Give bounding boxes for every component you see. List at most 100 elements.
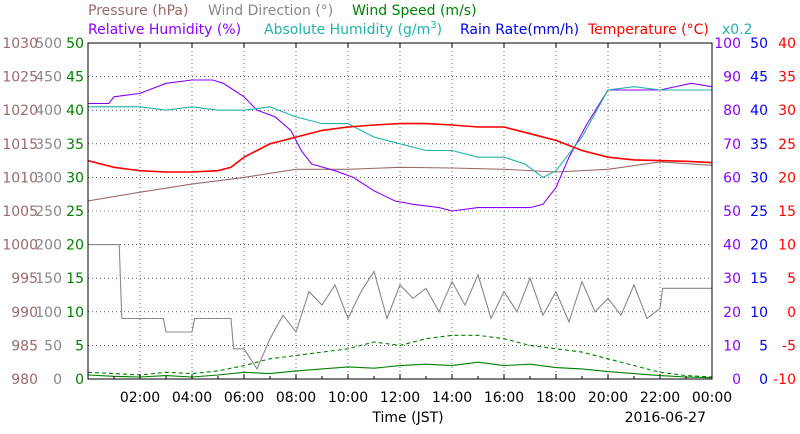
axis-tick-label: 25: [750, 204, 768, 220]
legend-scale-note: x0.2: [722, 22, 753, 38]
x-tick-label: 20:00: [588, 390, 628, 406]
axis-tick-label: 50: [66, 36, 84, 52]
legend-absolute-humidity: Absolute Humidity (g/m3): [264, 20, 442, 38]
axis-tick-label: 15: [778, 204, 796, 220]
axis-tick-label: 200: [35, 238, 62, 254]
axis-tick-label: 40: [723, 238, 741, 254]
legend-wind-speed: Wind Speed (m/s): [352, 3, 477, 19]
axis-tick-label: 10: [778, 238, 796, 254]
axis-tick-label: 10: [66, 305, 84, 321]
x-tick-label: 08:00: [276, 390, 316, 406]
axis-tick-label: 250: [35, 204, 62, 220]
legend-relative-humidity: Relative Humidity (%): [88, 22, 241, 38]
axis-tick-label: 1015: [2, 137, 38, 153]
axis-tick-label: 90: [723, 70, 741, 86]
axis-tick-label: 5: [759, 338, 768, 354]
series-7: [87, 122, 713, 173]
axis-tick-label: 30: [778, 103, 796, 119]
axis-tick-label: 40: [778, 36, 796, 52]
axis-tick-label: 150: [35, 271, 62, 287]
legend-row-2: Relative Humidity (%) Absolute Humidity …: [88, 20, 753, 38]
series-4: [88, 79, 713, 212]
x-tick-label: 02:00: [120, 390, 160, 406]
axis-tick-label: 60: [723, 170, 741, 186]
axis-tick-label: 35: [778, 70, 796, 86]
x-tick-label: 06:00: [224, 390, 264, 406]
axis-tick-label: 1025: [2, 70, 38, 86]
x-tick-label: 14:00: [432, 390, 472, 406]
right-axes: 1009080706050403020100504540353025201510…: [714, 36, 796, 388]
series-lines: [87, 79, 713, 380]
axis-tick-label: 0: [53, 372, 62, 388]
x-tick-label: 04:00: [172, 390, 212, 406]
x-tick-label: 22:00: [640, 390, 680, 406]
axis-tick-label: 15: [66, 271, 84, 287]
axis-tick-label: 5: [75, 338, 84, 354]
axis-tick-label: 40: [750, 103, 768, 119]
axis-tick-label: 500: [35, 36, 62, 52]
axis-tick-label: 0: [759, 372, 768, 388]
axis-tick-label: 10: [750, 305, 768, 321]
x-tick-label: 16:00: [484, 390, 524, 406]
axis-tick-label: 1005: [2, 204, 38, 220]
axis-tick-label: 990: [11, 305, 38, 321]
left-axes: 1030102510201015101010051000995990985980…: [2, 36, 84, 388]
axis-tick-label: -5: [782, 338, 796, 354]
axis-tick-label: 980: [11, 372, 38, 388]
axis-tick-label: 995: [11, 271, 38, 287]
legend-row-1: Pressure (hPa) Wind Direction (°) Wind S…: [88, 3, 477, 19]
axis-tick-label: 30: [750, 170, 768, 186]
legend-rain-rate: Rain Rate(mm/h): [460, 22, 579, 38]
axis-tick-label: 35: [66, 137, 84, 153]
axis-tick-label: 80: [723, 103, 741, 119]
legend-absolute-humidity-sup: 3: [430, 20, 436, 31]
axis-tick-label: 985: [11, 338, 38, 354]
axis-tick-label: 30: [66, 170, 84, 186]
axis-tick-label: 0: [75, 372, 84, 388]
axis-tick-label: 45: [750, 70, 768, 86]
axis-tick-label: 1010: [2, 170, 38, 186]
x-tick-label: 10:00: [328, 390, 368, 406]
axis-tick-label: -10: [773, 372, 796, 388]
axis-tick-label: 1030: [2, 36, 38, 52]
axis-tick-label: 0: [732, 372, 741, 388]
series-0: [87, 161, 713, 202]
axis-tick-label: 25: [66, 204, 84, 220]
axis-tick-label: 20: [750, 238, 768, 254]
axis-tick-label: 0: [787, 305, 796, 321]
axis-tick-label: 1020: [2, 103, 38, 119]
legend-absolute-humidity-tail: ): [437, 22, 442, 38]
axis-tick-label: 50: [750, 36, 768, 52]
axis-tick-label: 100: [714, 36, 741, 52]
chart-date: 2016-06-27: [625, 410, 706, 426]
legend-pressure: Pressure (hPa): [88, 3, 188, 19]
axis-tick-label: 20: [778, 170, 796, 186]
axis-tick-label: 20: [723, 305, 741, 321]
axis-tick-label: 50: [723, 204, 741, 220]
axis-tick-label: 25: [778, 137, 796, 153]
axis-tick-label: 40: [66, 103, 84, 119]
axis-tick-label: 450: [35, 70, 62, 86]
axis-tick-label: 400: [35, 103, 62, 119]
axis-tick-label: 5: [787, 271, 796, 287]
series-5: [88, 86, 712, 179]
series-3: [87, 334, 713, 378]
axis-tick-label: 15: [750, 271, 768, 287]
x-axis-ticks: 02:00 04:00 06:00 08:00 10:00 12:00 14:00 16:00…: [113, 43, 732, 406]
axis-tick-label: 30: [723, 271, 741, 287]
axis-tick-label: 100: [35, 305, 62, 321]
legend-absolute-humidity-label: Absolute Humidity (g/m: [264, 22, 430, 38]
axis-tick-label: 350: [35, 137, 62, 153]
legend-wind-direction: Wind Direction (°): [208, 3, 333, 19]
series-1: [88, 244, 712, 371]
axis-tick-label: 70: [723, 137, 741, 153]
axis-tick-label: 45: [66, 70, 84, 86]
axis-tick-label: 10: [723, 338, 741, 354]
axis-tick-label: 300: [35, 170, 62, 186]
legend-temperature: Temperature (°C): [587, 22, 709, 38]
x-tick-label: 12:00: [380, 390, 420, 406]
axis-tick-label: 1000: [2, 238, 38, 254]
x-tick-label: 18:00: [536, 390, 576, 406]
axis-tick-label: 50: [44, 338, 62, 354]
